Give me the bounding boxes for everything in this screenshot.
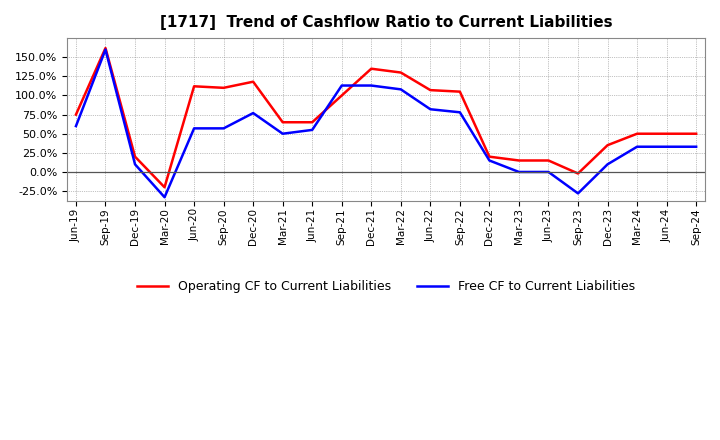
Free CF to Current Liabilities xyxy=(633,144,642,149)
Free CF to Current Liabilities xyxy=(397,87,405,92)
Free CF to Current Liabilities xyxy=(485,158,494,163)
Operating CF to Current Liabilities xyxy=(603,143,612,148)
Operating CF to Current Liabilities xyxy=(456,89,464,94)
Free CF to Current Liabilities xyxy=(456,110,464,115)
Line: Operating CF to Current Liabilities: Operating CF to Current Liabilities xyxy=(76,48,696,187)
Free CF to Current Liabilities xyxy=(161,194,169,200)
Free CF to Current Liabilities xyxy=(662,144,671,149)
Title: [1717]  Trend of Cashflow Ratio to Current Liabilities: [1717] Trend of Cashflow Ratio to Curren… xyxy=(160,15,613,30)
Operating CF to Current Liabilities xyxy=(279,120,287,125)
Free CF to Current Liabilities xyxy=(279,131,287,136)
Operating CF to Current Liabilities xyxy=(367,66,376,71)
Operating CF to Current Liabilities xyxy=(190,84,199,89)
Operating CF to Current Liabilities xyxy=(131,154,140,159)
Operating CF to Current Liabilities xyxy=(71,112,80,117)
Free CF to Current Liabilities xyxy=(603,161,612,167)
Operating CF to Current Liabilities xyxy=(397,70,405,75)
Operating CF to Current Liabilities xyxy=(574,171,582,176)
Free CF to Current Liabilities xyxy=(102,47,110,52)
Operating CF to Current Liabilities xyxy=(426,88,435,93)
Operating CF to Current Liabilities xyxy=(633,131,642,136)
Operating CF to Current Liabilities xyxy=(102,45,110,51)
Operating CF to Current Liabilities xyxy=(308,120,317,125)
Free CF to Current Liabilities xyxy=(190,126,199,131)
Free CF to Current Liabilities xyxy=(338,83,346,88)
Free CF to Current Liabilities xyxy=(249,110,258,116)
Legend: Operating CF to Current Liabilities, Free CF to Current Liabilities: Operating CF to Current Liabilities, Fre… xyxy=(132,275,640,298)
Free CF to Current Liabilities xyxy=(220,126,228,131)
Free CF to Current Liabilities xyxy=(131,161,140,167)
Operating CF to Current Liabilities xyxy=(485,154,494,159)
Free CF to Current Liabilities xyxy=(367,83,376,88)
Free CF to Current Liabilities xyxy=(71,124,80,129)
Free CF to Current Liabilities xyxy=(515,169,523,175)
Operating CF to Current Liabilities xyxy=(692,131,701,136)
Free CF to Current Liabilities xyxy=(574,191,582,196)
Operating CF to Current Liabilities xyxy=(220,85,228,91)
Operating CF to Current Liabilities xyxy=(249,79,258,84)
Operating CF to Current Liabilities xyxy=(161,185,169,190)
Operating CF to Current Liabilities xyxy=(338,93,346,98)
Free CF to Current Liabilities xyxy=(544,169,553,175)
Free CF to Current Liabilities xyxy=(426,106,435,112)
Operating CF to Current Liabilities xyxy=(662,131,671,136)
Line: Free CF to Current Liabilities: Free CF to Current Liabilities xyxy=(76,50,696,197)
Free CF to Current Liabilities xyxy=(308,127,317,132)
Free CF to Current Liabilities xyxy=(692,144,701,149)
Operating CF to Current Liabilities xyxy=(515,158,523,163)
Operating CF to Current Liabilities xyxy=(544,158,553,163)
